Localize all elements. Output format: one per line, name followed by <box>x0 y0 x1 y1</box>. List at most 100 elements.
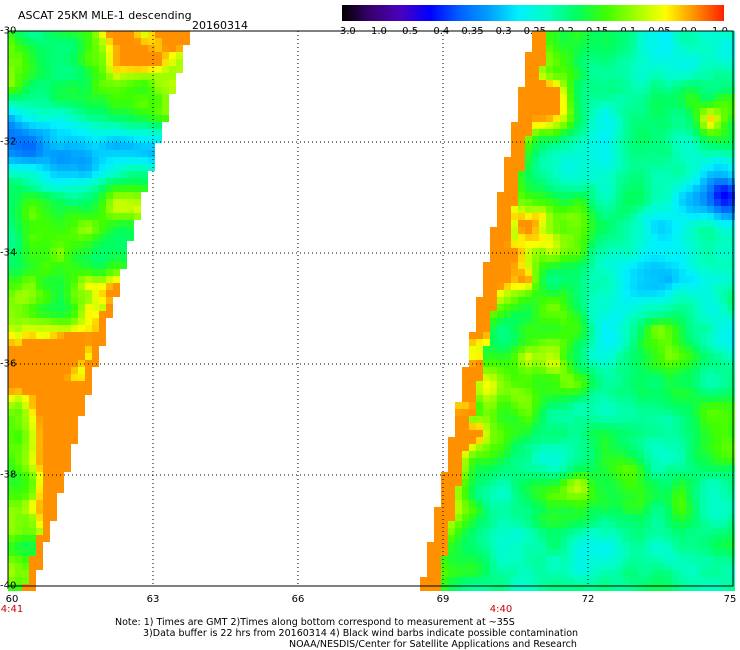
swath-cell <box>672 136 679 143</box>
swath-cell <box>609 437 616 444</box>
swath-cell <box>532 332 539 339</box>
swath-cell <box>546 479 553 486</box>
swath-cell <box>728 31 735 38</box>
swath-cell <box>588 346 595 353</box>
swath-cell <box>120 171 127 178</box>
swath-cell <box>686 500 693 507</box>
swath-cell <box>693 178 700 185</box>
swath-cell <box>92 220 99 227</box>
swath-cell <box>22 409 29 416</box>
swath-cell <box>15 388 22 395</box>
swath-cell <box>483 346 490 353</box>
swath-cell <box>490 465 497 472</box>
swath-cell <box>700 423 707 430</box>
swath-cell <box>546 388 553 395</box>
swath-cell <box>15 409 22 416</box>
swath-cell <box>595 521 602 528</box>
swath-cell <box>546 115 553 122</box>
swath-cell <box>490 416 497 423</box>
swath-cell <box>539 353 546 360</box>
swath-cell <box>22 178 29 185</box>
swath-cell <box>490 283 497 290</box>
swath-cell <box>43 402 50 409</box>
swath-cell <box>728 570 735 577</box>
swath-cell <box>560 241 567 248</box>
swath-cell <box>50 444 57 451</box>
swath-cell <box>43 227 50 234</box>
swath-cell <box>714 150 721 157</box>
swath-cell <box>476 542 483 549</box>
swath-cell <box>85 311 92 318</box>
swath-cell <box>22 563 29 570</box>
swath-cell <box>595 318 602 325</box>
swath-cell <box>637 80 644 87</box>
swath-cell <box>567 472 574 479</box>
swath-cell <box>43 374 50 381</box>
swath-cell <box>462 563 469 570</box>
swath-cell <box>595 542 602 549</box>
swath-cell <box>71 437 78 444</box>
swath-cell <box>651 332 658 339</box>
swath-cell <box>686 367 693 374</box>
swath-cell <box>469 437 476 444</box>
swath-cell <box>707 542 714 549</box>
swath-cell <box>106 129 113 136</box>
swath-cell <box>469 416 476 423</box>
swath-cell <box>8 374 15 381</box>
swath-cell <box>567 367 574 374</box>
swath-cell <box>707 528 714 535</box>
swath-cell <box>43 115 50 122</box>
latitude-label: -32 <box>0 136 17 148</box>
swath-cell <box>672 185 679 192</box>
swath-cell <box>574 276 581 283</box>
swath-cell <box>532 521 539 528</box>
swath-cell <box>43 192 50 199</box>
swath-cell <box>141 164 148 171</box>
swath-cell <box>721 563 728 570</box>
swath-cell <box>707 409 714 416</box>
swath-cell <box>134 157 141 164</box>
swath-cell <box>525 108 532 115</box>
swath-cell <box>532 479 539 486</box>
swath-cell <box>560 311 567 318</box>
swath-cell <box>707 164 714 171</box>
swath-cell <box>665 493 672 500</box>
swath-cell <box>609 402 616 409</box>
swath-cell <box>623 430 630 437</box>
swath-cell <box>71 38 78 45</box>
swath-cell <box>574 332 581 339</box>
swath-cell <box>64 150 71 157</box>
swath-cell <box>29 31 36 38</box>
swath-cell <box>588 45 595 52</box>
swath-cell <box>574 59 581 66</box>
swath-cell <box>546 374 553 381</box>
swath-cell <box>504 535 511 542</box>
swath-cell <box>595 241 602 248</box>
swath-cell <box>43 199 50 206</box>
swath-cell <box>553 143 560 150</box>
swath-cell <box>567 234 574 241</box>
swath-cell <box>22 311 29 318</box>
swath-cell <box>50 416 57 423</box>
swath-cell <box>546 66 553 73</box>
swath-cell <box>71 402 78 409</box>
swath-cell <box>532 290 539 297</box>
swath-cell <box>546 213 553 220</box>
swath-cell <box>8 430 15 437</box>
swath-cell <box>50 381 57 388</box>
swath-cell <box>651 241 658 248</box>
swath-cell <box>483 549 490 556</box>
swath-cell <box>120 38 127 45</box>
swath-cell <box>616 486 623 493</box>
swath-cell <box>574 101 581 108</box>
swath-cell <box>560 430 567 437</box>
swath-cell <box>15 136 22 143</box>
swath-cell <box>525 94 532 101</box>
swath-cell <box>43 213 50 220</box>
swath-cell <box>532 556 539 563</box>
swath-cell <box>714 444 721 451</box>
swath-cell <box>721 73 728 80</box>
swath-cell <box>623 66 630 73</box>
swath-cell <box>707 521 714 528</box>
swath-cell <box>553 150 560 157</box>
